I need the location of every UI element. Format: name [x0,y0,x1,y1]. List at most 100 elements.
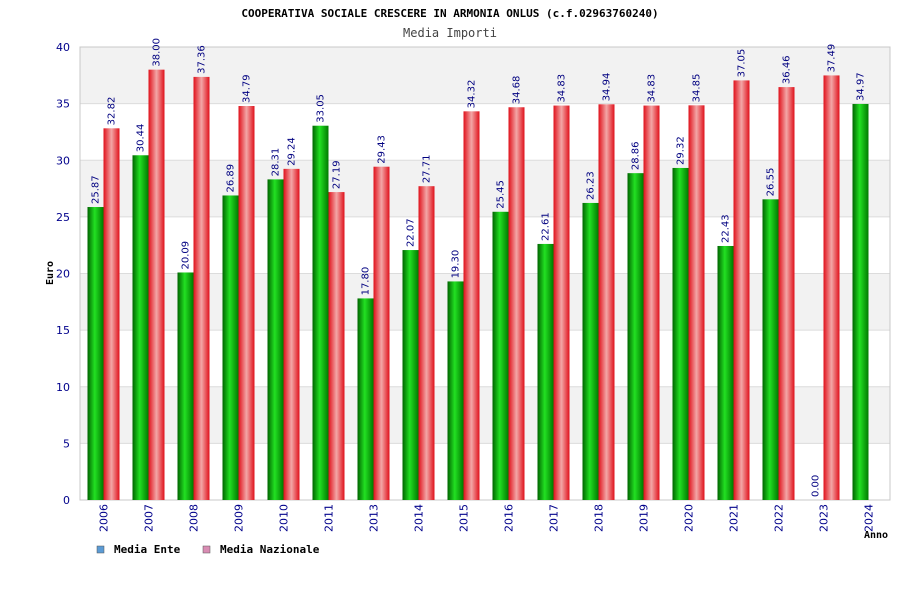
data-label: 34.94 [602,73,613,102]
bar-media-ente [492,211,509,500]
legend-label-media-ente: Media Ente [114,543,181,556]
x-tick-label: 2020 [683,504,696,532]
bar-media-nazionale [508,107,525,501]
legend: Media Ente Media Nazionale [96,543,320,556]
x-tick-label: 2022 [773,504,786,532]
bar-media-nazionale [148,69,165,501]
chart-subtitle: Media Importi [403,26,497,40]
grid-band [80,386,890,444]
data-label: 19.30 [451,250,462,279]
y-tick-label: 15 [56,324,70,337]
data-label: 26.23 [586,171,597,200]
bar-media-ente [132,155,149,500]
plot-border [79,46,891,501]
x-tick-label: 2014 [413,504,426,532]
x-tick-label: 2024 [863,504,876,532]
data-label: 34.83 [647,74,658,103]
y-axis-ticks: 0 5 10 15 20 25 30 35 40 [56,41,70,507]
x-tick-label: 2015 [458,504,471,532]
data-label: 27.71 [422,155,433,184]
y-tick-label: 10 [56,381,70,394]
data-label: 34.83 [557,74,568,103]
y-axis-label: Euro [45,261,56,285]
data-label: 26.89 [226,164,237,193]
data-label: 37.36 [197,45,208,74]
grid-band [80,216,890,274]
data-label: 20.09 [181,241,192,270]
bar-media-ente [717,245,734,500]
bar-media-ente [762,199,779,501]
bar-media-ente [357,298,374,500]
x-tick-label: 2023 [818,504,831,532]
x-axis-ticks: 2006 2007 2008 2009 2010 2011 2013 2014 2015 2016… [98,504,876,532]
data-label: 25.87 [91,175,102,204]
data-label: 22.61 [541,212,552,241]
chart-title: COOPERATIVA SOCIALE CRESCERE IN ARMONIA … [241,7,658,20]
legend-swatch-media-ente [96,545,105,554]
data-label: 33.05 [316,94,327,123]
grid-band [80,160,890,217]
y-tick-label: 0 [63,494,70,507]
bar-media-ente [312,125,329,501]
bar-media-ente [177,272,194,500]
y-tick-label: 25 [56,211,70,224]
grid [79,46,891,501]
data-label: 34.85 [692,74,703,103]
bar-media-ente [537,243,554,500]
data-label: 34.97 [856,72,867,101]
data-label: 22.43 [721,214,732,243]
bar-media-nazionale [238,106,255,501]
y-tick-label: 35 [56,98,70,111]
data-label: 30.44 [136,124,147,153]
bar-media-nazionale [688,105,705,500]
bar-media-ente [87,207,104,500]
x-tick-label: 2017 [548,504,561,532]
bar-media-ente [582,202,599,500]
x-tick-label: 2010 [278,504,291,532]
bar-media-nazionale [328,192,345,501]
data-label: 29.32 [676,136,687,165]
bar-media-nazionale [598,104,615,500]
bar-media-nazionale [643,105,660,501]
grid-band [80,443,890,500]
data-label: 0.00 [811,475,822,497]
bar-media-ente [402,250,419,500]
data-label: 29.43 [377,135,388,164]
data-label: 25.45 [496,180,507,209]
bar-media-ente [222,195,239,500]
bar-media-ente [447,281,464,500]
data-label: 36.46 [782,55,793,84]
x-tick-label: 2018 [593,504,606,532]
bars [87,69,869,501]
data-label: 34.32 [467,80,478,109]
grid-band [80,103,890,161]
data-labels: 25.87 32.82 30.44 38.00 20.09 37.36 26.89 34.79… [91,38,867,497]
data-label: 34.79 [242,74,253,103]
grid-band [80,273,890,331]
bar-media-nazionale [418,186,435,500]
bar-media-nazionale [283,168,300,500]
data-label: 26.55 [766,168,777,197]
data-label: 17.80 [361,267,372,296]
x-tick-label: 2007 [143,504,156,532]
data-label: 28.86 [631,142,642,171]
data-label: 28.31 [271,148,282,177]
bar-media-ente [267,179,284,500]
data-label: 22.07 [406,218,417,247]
x-tick-label: 2013 [368,504,381,532]
data-label: 38.00 [152,38,163,67]
bar-media-nazionale [193,76,210,500]
x-tick-label: 2008 [188,504,201,532]
legend-swatch-media-nazionale [202,545,211,554]
bar-media-nazionale [553,105,570,501]
bar-media-nazionale [373,166,390,500]
y-tick-label: 30 [56,154,70,167]
data-label: 34.68 [512,76,523,105]
y-tick-label: 5 [63,437,70,450]
grid-band [80,47,890,104]
x-axis-label: Anno [864,530,888,541]
x-tick-label: 2016 [503,504,516,532]
bar-media-nazionale [103,128,120,500]
x-tick-label: 2011 [323,504,336,532]
